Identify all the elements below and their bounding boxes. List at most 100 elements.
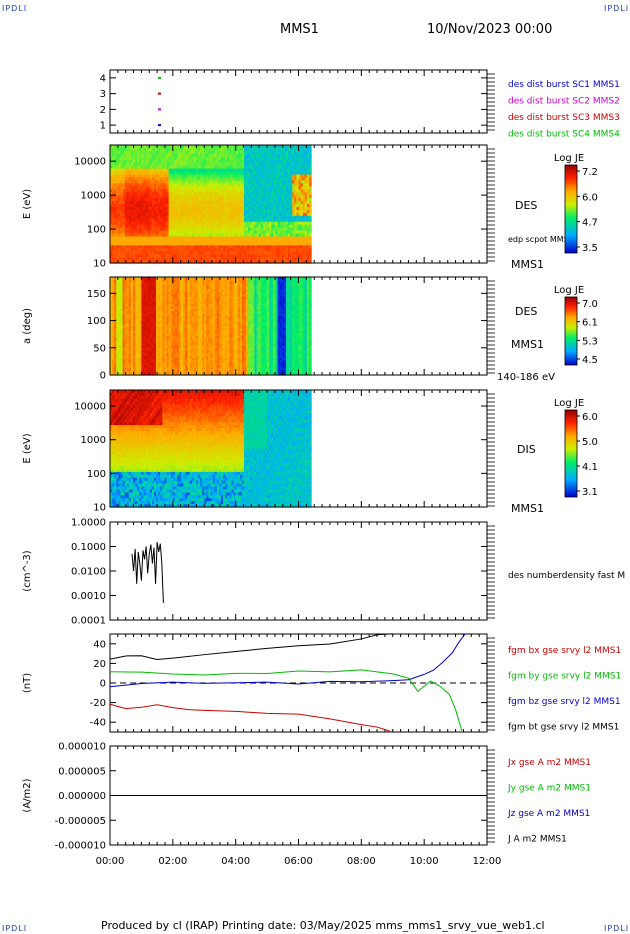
des-energy-cell bbox=[145, 212, 149, 217]
des-energy-cell bbox=[296, 204, 300, 208]
corner-label-tl: IPDLI bbox=[2, 4, 28, 13]
des-pitch-cell bbox=[116, 352, 119, 356]
des-pitch-cell bbox=[124, 345, 128, 349]
des-energy-cell bbox=[179, 192, 182, 196]
des-energy-cell bbox=[252, 248, 256, 252]
des-pitch-cell bbox=[114, 340, 117, 344]
des-energy-cell bbox=[193, 159, 197, 164]
des-energy-cell bbox=[231, 168, 235, 173]
des-energy-cell bbox=[216, 156, 220, 161]
des-energy-cell bbox=[120, 245, 124, 249]
des-energy-cell bbox=[195, 186, 199, 190]
des-energy-cell bbox=[210, 162, 214, 167]
des-energy-cell bbox=[139, 215, 143, 220]
des-energy-cell bbox=[122, 145, 126, 149]
des-energy-cell bbox=[172, 195, 176, 199]
des-energy-cell bbox=[269, 236, 272, 240]
des-energy-cell bbox=[292, 183, 295, 187]
des-energy-cell bbox=[120, 192, 124, 196]
des-energy-cell bbox=[214, 165, 218, 170]
des-pitch-cell bbox=[145, 355, 149, 359]
des-energy-cell bbox=[279, 171, 283, 176]
des-energy-cell bbox=[166, 242, 170, 246]
des-energy-cell bbox=[298, 168, 302, 173]
des-pitch-cell bbox=[110, 303, 113, 307]
des-energy-cell bbox=[216, 215, 220, 220]
des-energy-cell bbox=[210, 177, 214, 181]
des-energy-cell bbox=[170, 230, 174, 235]
des-energy-cell bbox=[298, 257, 302, 261]
des-energy-cell bbox=[197, 236, 201, 240]
des-energy-cell bbox=[248, 168, 251, 173]
des-energy-cell bbox=[246, 215, 249, 220]
des-energy-cell bbox=[269, 183, 272, 187]
des-energy-cell bbox=[120, 145, 124, 149]
des-pitch-cell bbox=[116, 345, 119, 349]
des-pitch-cell bbox=[124, 367, 128, 371]
des-energy-cell bbox=[189, 239, 193, 243]
des-energy-cell bbox=[112, 192, 115, 196]
des-energy-cell bbox=[126, 248, 130, 252]
des-energy-cell bbox=[206, 221, 210, 226]
des-energy-cell bbox=[133, 183, 136, 187]
des-pitch-cell bbox=[122, 321, 126, 325]
des-energy-cell bbox=[212, 201, 216, 205]
des-energy-cell bbox=[112, 150, 115, 155]
des-energy-cell bbox=[160, 257, 163, 261]
des-energy-cell bbox=[177, 180, 180, 184]
des-energy-cell bbox=[172, 248, 176, 252]
des-energy-cell bbox=[298, 230, 302, 235]
des-energy-cell bbox=[193, 204, 197, 208]
des-energy-cell bbox=[172, 230, 176, 235]
des-energy-cell bbox=[250, 171, 254, 176]
des-pitch-cell bbox=[133, 277, 136, 281]
des-energy-cell bbox=[271, 212, 274, 217]
des-energy-cell bbox=[206, 257, 210, 261]
des-pitch-cell bbox=[126, 350, 130, 354]
des-energy-cell bbox=[225, 189, 228, 193]
des-energy-cell bbox=[206, 145, 210, 149]
des-energy-cell bbox=[271, 221, 274, 226]
des-pitch-cell bbox=[141, 301, 145, 305]
des-energy-cell bbox=[164, 239, 168, 243]
des-pitch-cell bbox=[145, 308, 149, 312]
des-energy-cell bbox=[254, 177, 258, 181]
des-energy-cell bbox=[223, 227, 226, 232]
des-pitch-cell bbox=[128, 301, 132, 305]
des-energy-cell bbox=[231, 224, 235, 229]
des-energy-cell bbox=[149, 227, 153, 232]
des-energy-cell bbox=[153, 224, 157, 229]
des-energy-cell bbox=[114, 218, 117, 223]
des-energy-cell bbox=[114, 168, 117, 173]
des-pitch-cell bbox=[120, 362, 124, 366]
des-energy-cell bbox=[204, 206, 207, 211]
des-energy-cell bbox=[267, 186, 270, 190]
des-energy-cell bbox=[124, 177, 128, 181]
des-energy-cell bbox=[143, 195, 147, 199]
des-pitch-cell bbox=[141, 343, 145, 347]
des-pitch-cell bbox=[145, 360, 149, 364]
des-energy-cell bbox=[174, 254, 178, 258]
des-energy-cell bbox=[290, 248, 293, 252]
des-pitch-cell bbox=[122, 328, 126, 332]
des-energy-cell bbox=[174, 239, 178, 243]
des-energy-cell bbox=[227, 195, 230, 199]
des-energy-cell bbox=[308, 242, 312, 246]
des-energy-cell bbox=[227, 224, 230, 229]
des-energy-cell bbox=[223, 239, 226, 243]
burst-frame bbox=[109, 69, 488, 134]
des-pitch-cell bbox=[130, 289, 134, 293]
des-energy-cell bbox=[296, 224, 300, 229]
des-energy-cell bbox=[290, 242, 293, 246]
des-energy-cell bbox=[210, 171, 214, 176]
des-pitch-cell bbox=[151, 318, 155, 322]
des-energy-cell bbox=[143, 224, 147, 229]
des-energy-cell bbox=[221, 248, 224, 252]
des-energy-cell bbox=[200, 248, 203, 252]
des-energy-cell bbox=[298, 209, 302, 214]
des-energy-cell bbox=[267, 150, 270, 155]
des-pitch-cell bbox=[137, 313, 140, 317]
des-energy-cell bbox=[162, 242, 166, 246]
des-energy-cell bbox=[151, 257, 155, 261]
des-energy-cell bbox=[298, 186, 302, 190]
